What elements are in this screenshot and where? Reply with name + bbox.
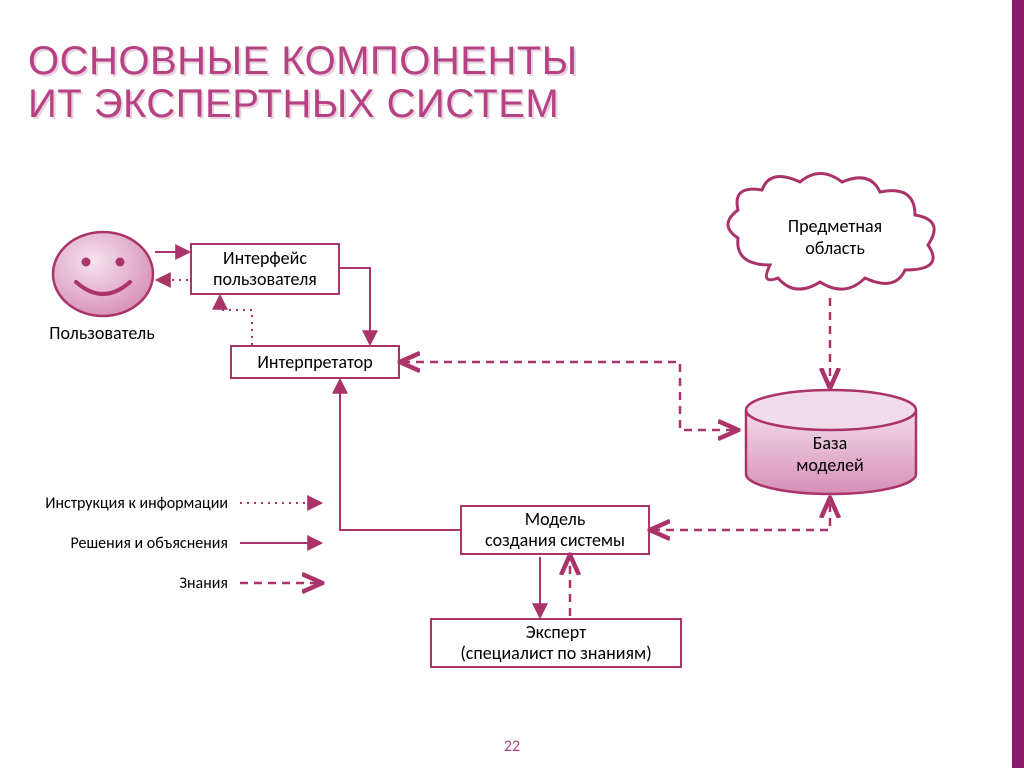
cloud-label: Предметная область xyxy=(760,215,910,259)
node-interpreter: Интерпретатор xyxy=(230,345,400,379)
accent-bar xyxy=(1012,0,1024,768)
legend-decisions: Решения и объяснения xyxy=(18,534,228,553)
user-face-icon xyxy=(48,228,158,320)
slide-container: { "title_text": "ОСНОВНЫЕ КОМПОНЕНТЫ\nИТ… xyxy=(0,0,1024,768)
slide-title: ОСНОВНЫЕ КОМПОНЕНТЫ ИТ ЭКСПЕРТНЫХ СИСТЕМ xyxy=(28,40,578,126)
legend-knowledge: Знания xyxy=(18,574,228,593)
node-model-creation: Модель создания системы xyxy=(460,505,650,555)
node-interface: Интерфейс пользователя xyxy=(190,243,340,295)
user-label: Пользователь xyxy=(22,322,182,344)
node-expert: Эксперт (специалист по знаниям) xyxy=(430,618,682,668)
legend-instruction: Инструкция к информации xyxy=(18,494,228,513)
page-number: 22 xyxy=(0,737,1024,756)
cylinder-label: База моделей xyxy=(760,432,900,476)
